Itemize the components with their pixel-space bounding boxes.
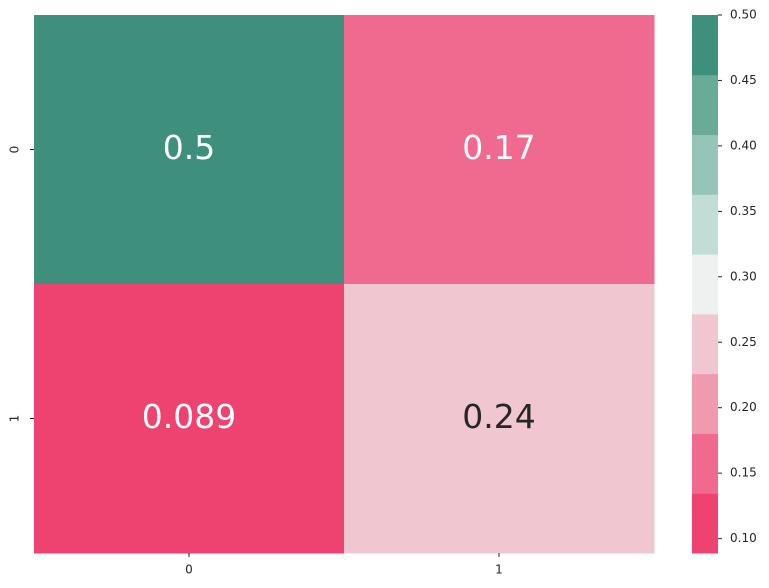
colorbar-segment xyxy=(692,493,718,554)
heatmap-cell xyxy=(34,284,345,554)
colorbar-segment xyxy=(692,313,718,375)
colorbar-segment xyxy=(692,74,718,136)
colorbar-tick-label: 0.20 xyxy=(730,400,757,414)
cell-annotation: 0.24 xyxy=(462,397,535,436)
heatmap-cell xyxy=(344,284,655,554)
colorbar-tick-label: 0.50 xyxy=(730,8,757,22)
y-tick-label: 1 xyxy=(8,415,22,423)
colorbar-tick-label: 0.30 xyxy=(730,269,757,283)
heatmap-cell xyxy=(34,15,345,285)
cell-annotation: 0.5 xyxy=(163,128,215,167)
colorbar-segment xyxy=(692,194,718,255)
x-tick-label: 0 xyxy=(185,563,193,577)
y-tick-label: 0 xyxy=(8,146,22,154)
colorbar-tick-label: 0.35 xyxy=(730,204,757,218)
colorbar-tick-label: 0.10 xyxy=(730,531,757,545)
cell-annotation: 0.089 xyxy=(142,397,236,436)
x-tick-label: 1 xyxy=(495,563,503,577)
colorbar-tick-label: 0.25 xyxy=(730,335,757,349)
cell-annotation: 0.17 xyxy=(462,128,535,167)
heatmap-cell xyxy=(344,15,655,285)
colorbar-tick-label: 0.45 xyxy=(730,73,757,87)
colorbar-segment xyxy=(692,433,718,494)
colorbar-segment xyxy=(692,373,718,434)
colorbar-tick-label: 0.40 xyxy=(730,138,757,152)
colorbar-segment xyxy=(692,15,718,76)
colorbar-segment xyxy=(692,254,718,315)
colorbar-segment xyxy=(692,134,718,195)
colorbar-tick-label: 0.15 xyxy=(730,466,757,480)
